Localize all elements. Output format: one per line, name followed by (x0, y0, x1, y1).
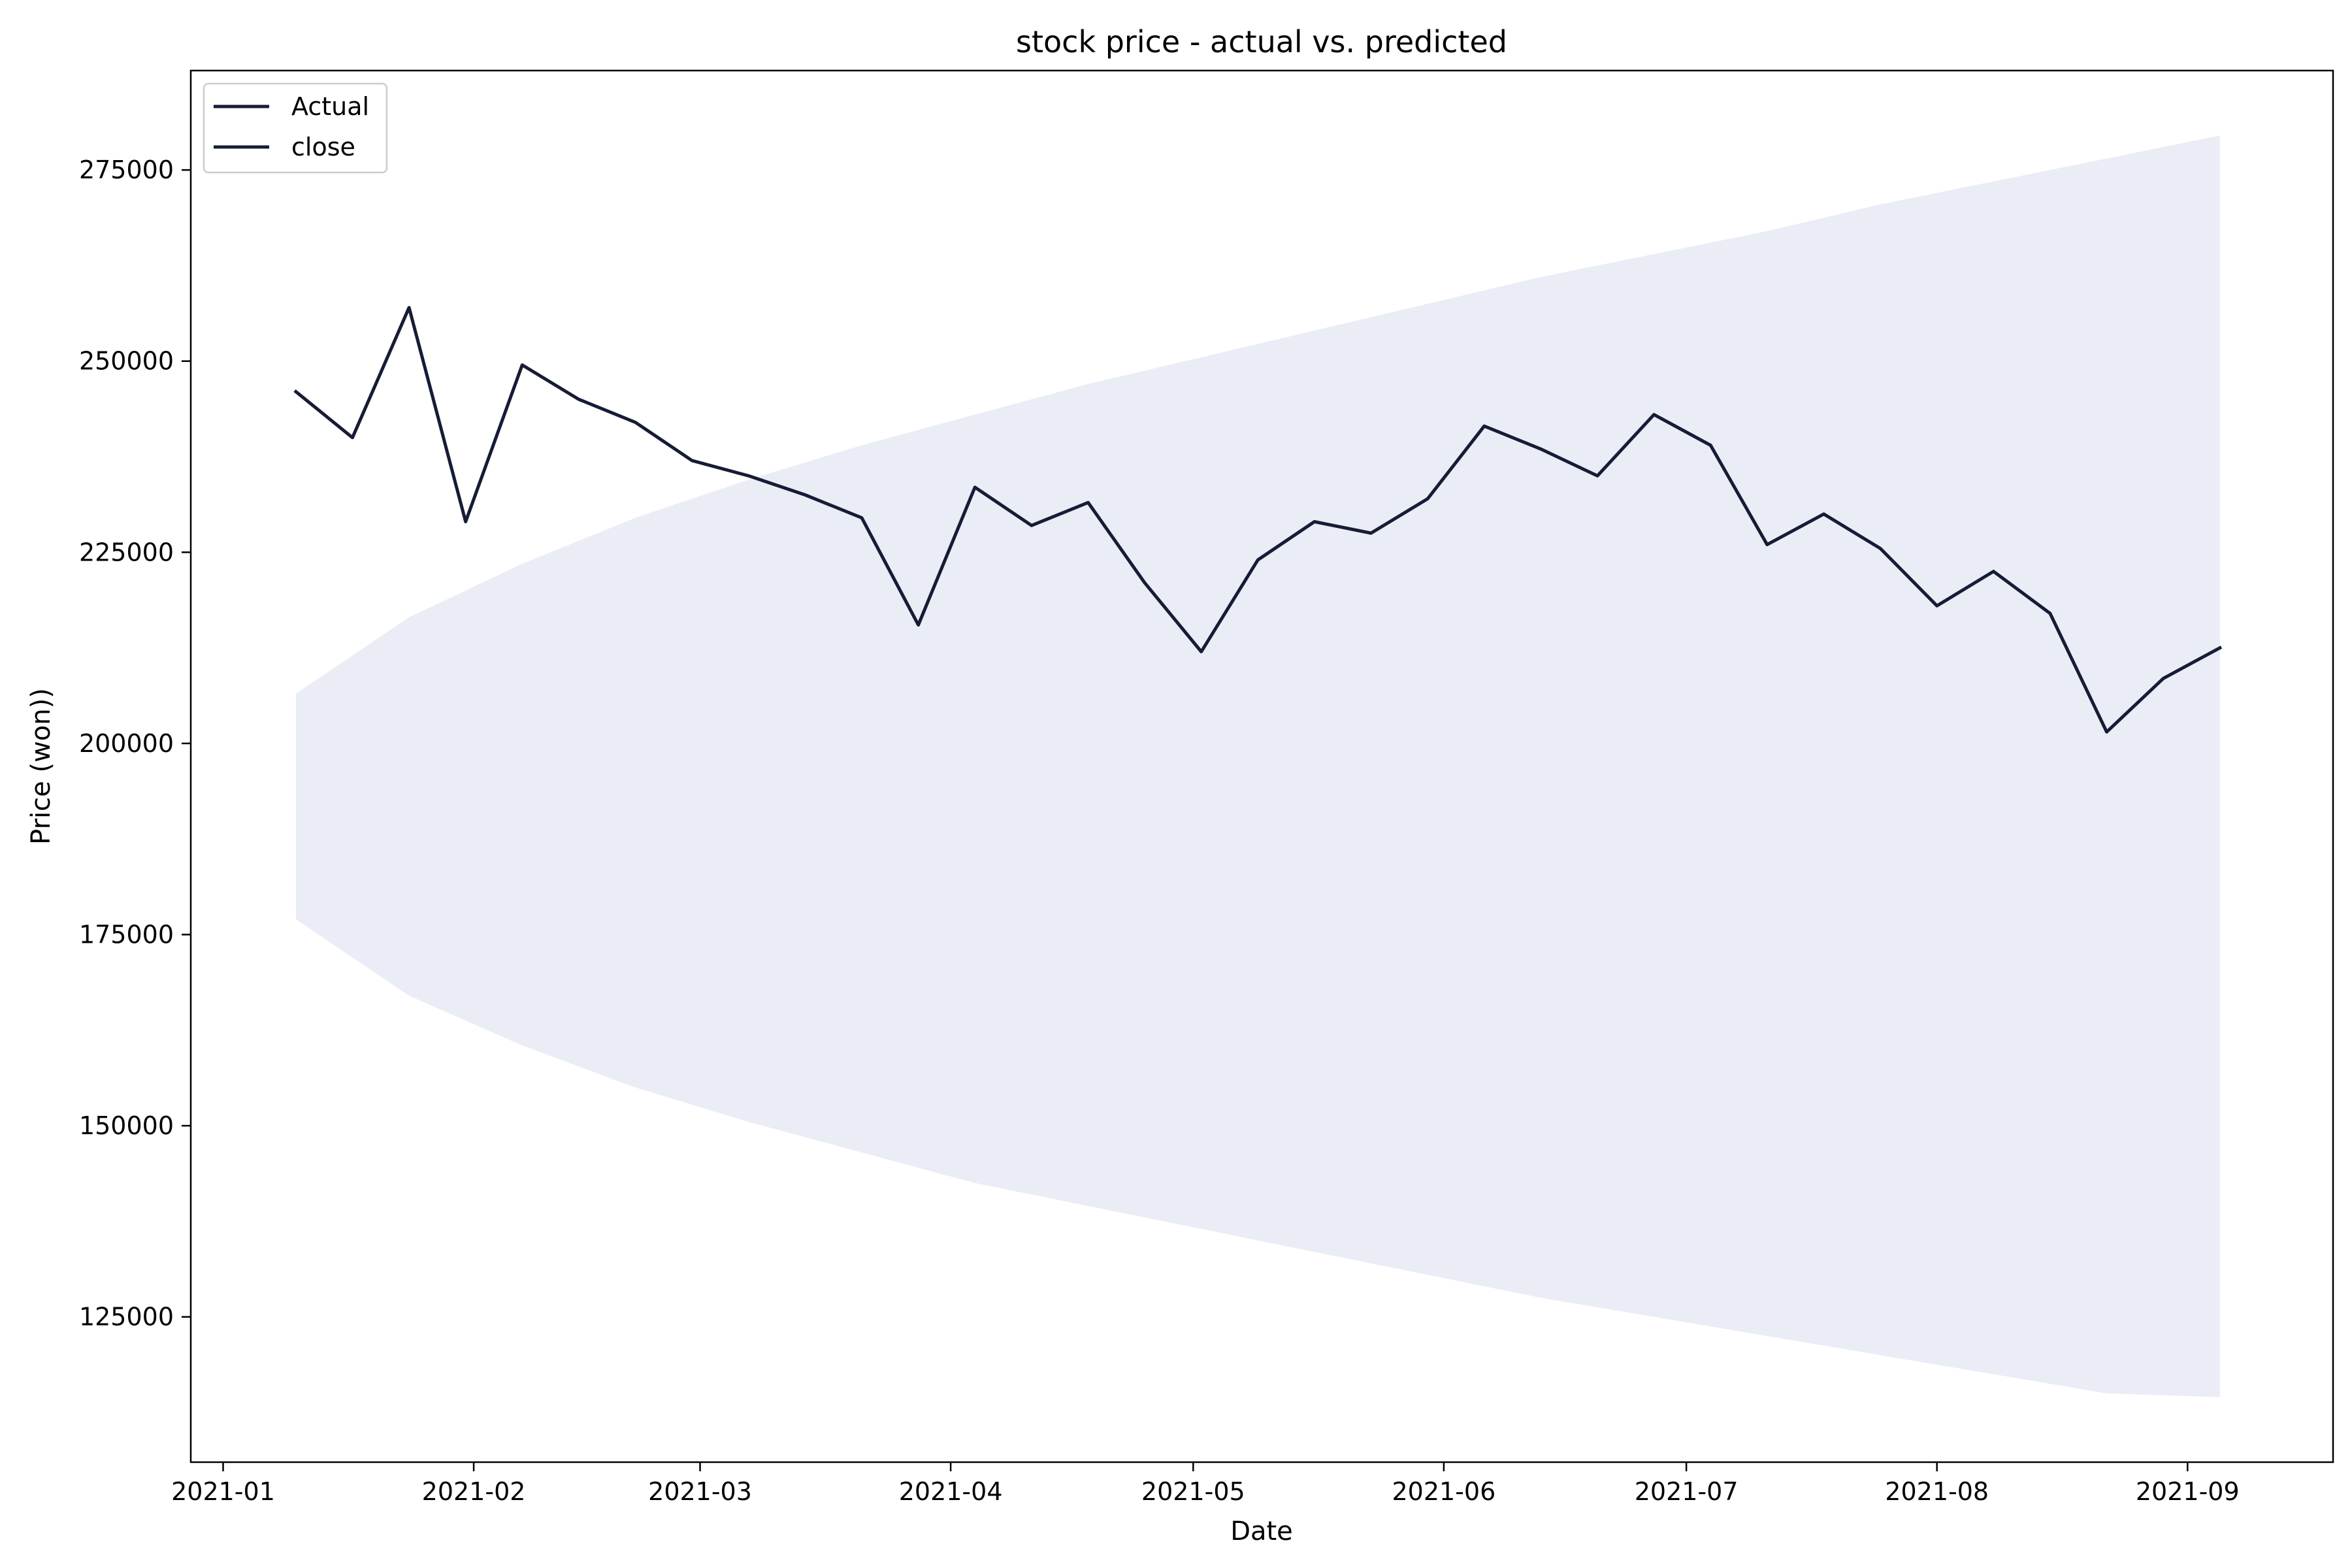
x-tick-label: 2021-04 (899, 1477, 1003, 1506)
chart-title: stock price - actual vs. predicted (1016, 24, 1507, 59)
x-tick-label: 2021-03 (648, 1477, 752, 1506)
x-tick-label: 2021-06 (1392, 1477, 1496, 1506)
prediction-band (295, 135, 2220, 1397)
legend-label-actual: Actual (291, 92, 369, 121)
y-axis-label: Price (won)) (26, 688, 56, 845)
plot-frame (189, 69, 2334, 1463)
x-tick-label: 2021-02 (422, 1477, 526, 1506)
x-tick-label: 2021-07 (1635, 1477, 1739, 1506)
series-line-actual (293, 306, 2223, 734)
legend-label-close: close (291, 133, 355, 161)
y-tick-label: 250000 (79, 347, 174, 376)
x-axis-label: Date (1230, 1516, 1293, 1546)
y-tick-label: 125000 (79, 1303, 174, 1331)
legend: Actual close (203, 82, 388, 174)
plot-area (293, 135, 2223, 1397)
y-tick-label: 175000 (79, 920, 174, 949)
x-axis: 2021-01 2021-02 2021-03 2021-04 2021-05 2021-… (171, 1462, 2240, 1506)
x-tick-label: 2021-01 (171, 1477, 275, 1506)
x-tick-label: 2021-09 (2136, 1477, 2240, 1506)
y-tick-label: 150000 (79, 1111, 174, 1140)
y-axis: 125000 150000 175000 200000 225000 250000 2750… (79, 155, 191, 1331)
x-tick-label: 2021-05 (1141, 1477, 1245, 1506)
y-tick-label: 200000 (79, 729, 174, 758)
y-tick-label: 275000 (79, 155, 174, 184)
x-tick-label: 2021-08 (1885, 1477, 1989, 1506)
y-tick-label: 225000 (79, 538, 174, 566)
